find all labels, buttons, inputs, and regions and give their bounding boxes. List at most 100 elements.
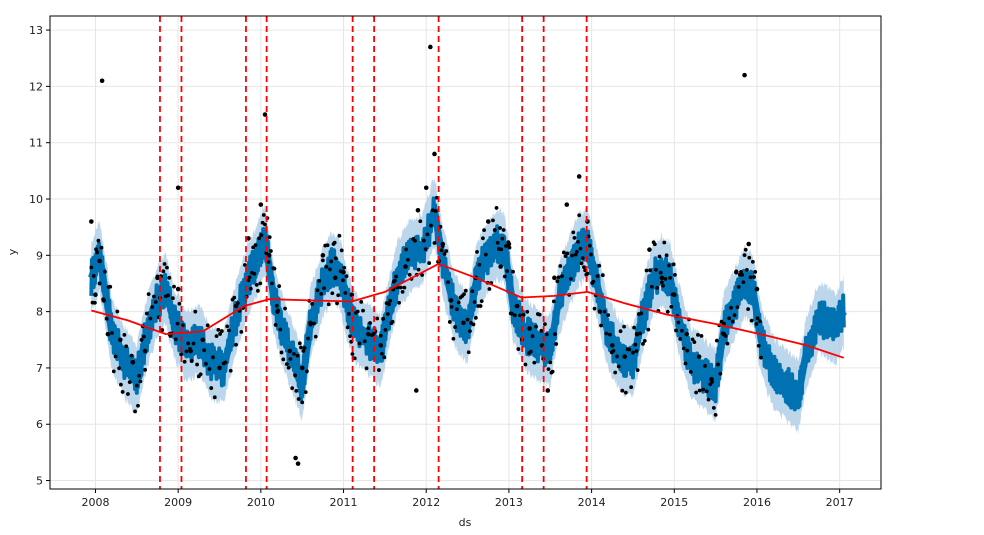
data-point bbox=[326, 302, 331, 307]
data-point bbox=[582, 265, 586, 270]
data-point bbox=[320, 258, 325, 263]
data-point bbox=[692, 340, 697, 344]
data-point bbox=[681, 346, 686, 351]
data-point bbox=[521, 312, 526, 317]
data-point bbox=[270, 281, 274, 286]
data-point bbox=[498, 226, 502, 230]
data-point bbox=[94, 247, 98, 252]
data-point bbox=[721, 321, 726, 326]
data-point bbox=[453, 325, 458, 329]
data-point bbox=[272, 266, 277, 271]
data-point bbox=[600, 273, 605, 278]
data-point bbox=[319, 292, 323, 296]
data-point bbox=[560, 274, 564, 279]
data-point bbox=[328, 267, 332, 272]
data-point bbox=[746, 307, 751, 312]
data-point bbox=[505, 269, 510, 273]
data-point bbox=[332, 240, 337, 245]
data-point bbox=[611, 348, 616, 353]
data-point bbox=[556, 275, 561, 280]
data-point bbox=[99, 245, 104, 250]
data-point bbox=[552, 275, 557, 281]
data-point bbox=[586, 234, 591, 239]
data-point bbox=[387, 302, 391, 307]
data-point bbox=[142, 334, 146, 339]
data-point bbox=[344, 274, 349, 279]
data-point bbox=[152, 294, 156, 299]
data-point bbox=[684, 331, 689, 337]
data-point bbox=[134, 383, 139, 388]
data-point bbox=[266, 253, 272, 258]
data-point bbox=[745, 268, 749, 272]
data-point bbox=[699, 334, 704, 338]
data-point bbox=[573, 252, 578, 257]
data-point bbox=[118, 382, 123, 387]
data-point bbox=[404, 247, 409, 252]
plot-background bbox=[50, 16, 881, 489]
data-point bbox=[512, 313, 517, 318]
data-point bbox=[95, 250, 100, 255]
data-point bbox=[148, 316, 153, 321]
data-point bbox=[754, 286, 760, 292]
data-point bbox=[511, 269, 515, 274]
data-point bbox=[439, 248, 444, 253]
data-point bbox=[93, 292, 98, 298]
data-point bbox=[267, 235, 272, 240]
data-point bbox=[597, 309, 603, 314]
data-point bbox=[383, 328, 388, 332]
x-tick-label: 2009 bbox=[164, 496, 192, 509]
data-point bbox=[718, 371, 723, 376]
data-point bbox=[138, 379, 143, 384]
data-point bbox=[179, 352, 184, 357]
y-axis-label: y bbox=[6, 248, 19, 255]
data-point bbox=[456, 300, 461, 305]
x-tick-label: 2015 bbox=[660, 496, 688, 509]
data-point bbox=[416, 267, 421, 272]
data-point bbox=[284, 362, 289, 367]
data-point bbox=[750, 259, 755, 264]
data-point bbox=[551, 299, 556, 304]
data-point bbox=[377, 368, 381, 372]
data-point bbox=[175, 185, 181, 191]
data-point bbox=[385, 312, 390, 316]
data-point bbox=[446, 280, 450, 285]
data-point bbox=[295, 353, 300, 358]
data-point bbox=[212, 395, 217, 400]
data-point bbox=[720, 331, 725, 336]
data-point bbox=[320, 253, 326, 258]
data-point bbox=[421, 238, 426, 243]
data-point bbox=[287, 348, 293, 354]
data-point bbox=[378, 333, 383, 338]
data-point bbox=[688, 370, 693, 374]
data-point bbox=[696, 332, 700, 337]
data-point bbox=[89, 265, 94, 270]
data-point bbox=[322, 286, 326, 291]
data-point bbox=[466, 350, 471, 355]
data-point bbox=[248, 286, 253, 291]
data-point bbox=[667, 263, 671, 268]
data-point bbox=[576, 174, 582, 179]
data-point bbox=[228, 368, 233, 373]
data-point bbox=[672, 272, 677, 277]
data-point bbox=[509, 311, 514, 316]
data-point bbox=[553, 332, 557, 336]
data-point bbox=[420, 273, 424, 277]
data-point bbox=[155, 274, 160, 279]
data-point bbox=[648, 268, 652, 273]
data-point bbox=[463, 288, 468, 293]
data-point bbox=[254, 282, 259, 287]
data-point bbox=[631, 350, 635, 355]
data-point bbox=[662, 240, 667, 245]
data-point bbox=[313, 334, 318, 339]
data-point bbox=[632, 325, 637, 330]
data-point bbox=[308, 322, 313, 327]
data-point bbox=[748, 275, 753, 280]
data-point bbox=[189, 359, 194, 363]
data-point bbox=[671, 262, 676, 267]
data-point bbox=[166, 293, 171, 298]
data-point bbox=[523, 362, 528, 367]
data-point bbox=[716, 362, 720, 367]
data-point bbox=[729, 305, 733, 310]
data-point bbox=[191, 341, 196, 346]
